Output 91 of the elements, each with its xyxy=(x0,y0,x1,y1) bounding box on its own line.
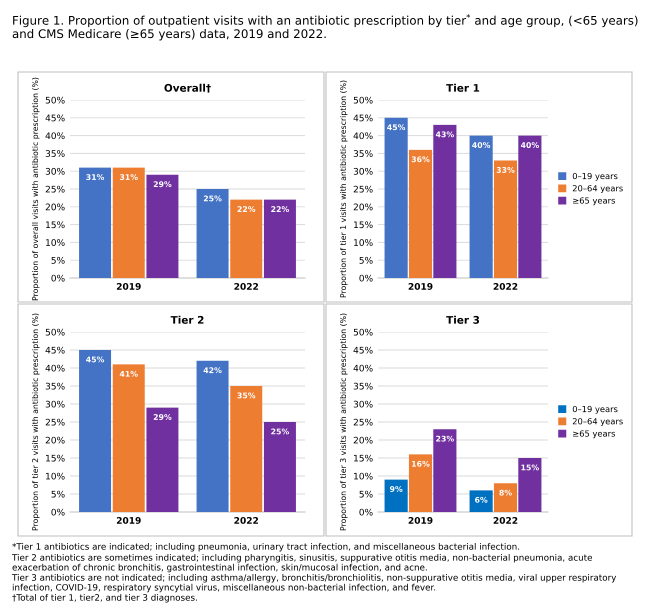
y-tick-label: 0% xyxy=(51,274,65,282)
y-tick-label: 25% xyxy=(354,186,373,193)
y-tick-label: 25% xyxy=(354,418,373,426)
y-tick-label: 35% xyxy=(46,150,65,157)
y-tick-label: 50% xyxy=(354,96,373,104)
x-tick-label: 2019 xyxy=(116,517,141,524)
y-tick-label: 5% xyxy=(52,490,65,498)
y-tick-label: 35% xyxy=(46,382,65,390)
y-tick-label: 10% xyxy=(354,239,373,246)
bar xyxy=(470,490,493,512)
y-tick-label: 50% xyxy=(46,328,65,336)
y-tick-label: 15% xyxy=(46,454,65,462)
x-tick-label: 2022 xyxy=(234,283,258,290)
x-tick-label: 2022 xyxy=(234,517,258,524)
y-tick-label: 15% xyxy=(46,221,65,228)
y-tick-label: 20% xyxy=(46,204,65,210)
y-tick-label: 40% xyxy=(46,364,65,372)
text: Tier 2 antibiotics are sometimes indicated; including pharyngitis, sinusitis, suppurative otitis media, non-bacterial pneumonia, acute exacerbation of chronic bronchitis, gastrointestinal infection, skin/mucosal infection, and acne. xyxy=(12,554,592,572)
bar xyxy=(230,200,262,278)
x-tick-label: 2019 xyxy=(408,283,432,290)
bar xyxy=(433,124,456,278)
y-tick-label: 10% xyxy=(354,472,373,480)
chart-title: Overall† xyxy=(164,84,211,93)
bar xyxy=(230,386,262,512)
y-tick-label: 10% xyxy=(46,472,65,480)
y-tick-label: 45% xyxy=(46,114,65,122)
y-tick-label: 20% xyxy=(354,204,373,210)
bar xyxy=(408,454,432,512)
y-tick-label: 40% xyxy=(354,364,373,372)
y-tick-label: 0% xyxy=(51,508,65,516)
bar xyxy=(408,150,432,278)
y-tick-label: 35% xyxy=(354,382,373,390)
legend-label: ≥65 years xyxy=(573,430,615,438)
y-tick-label: 15% xyxy=(354,454,373,462)
y-tick-label: 0% xyxy=(359,274,373,282)
bar xyxy=(146,174,178,278)
bar xyxy=(433,429,456,512)
y-tick-label: 40% xyxy=(354,132,373,140)
x-tick-label: 2022 xyxy=(494,283,518,290)
y-tick-label: 5% xyxy=(360,256,373,264)
bar xyxy=(196,189,229,278)
y-tick-label: 45% xyxy=(354,346,373,354)
chart-title: Tier 1 xyxy=(446,84,480,92)
y-tick-label: 40% xyxy=(46,132,65,140)
bar xyxy=(518,136,542,278)
text: *Tier 1 antibiotics are indicated; including pneumonia, urinary tract infection, and miscellaneous bacterial infection. xyxy=(12,543,520,552)
y-tick-label: 50% xyxy=(46,96,65,104)
bar xyxy=(146,408,178,512)
x-tick-label: 2022 xyxy=(494,517,518,524)
y-tick-label: 20% xyxy=(46,436,65,444)
bar xyxy=(470,136,493,278)
bar xyxy=(384,118,408,278)
legend-label: ≥65 years xyxy=(573,197,615,206)
y-tick-label: 30% xyxy=(354,168,373,175)
y-tick-label: 50% xyxy=(354,328,373,336)
y-tick-label: 5% xyxy=(360,490,373,498)
bar xyxy=(518,458,542,512)
text: †Total of tier 1, tier2, and tier 3 diagnoses. xyxy=(12,594,197,602)
bar xyxy=(494,483,518,512)
bar xyxy=(79,350,112,512)
y-tick-label: 45% xyxy=(46,346,65,354)
chart-title: Tier 2 xyxy=(170,316,204,324)
bar xyxy=(112,168,145,278)
legend-label: 0–19 years xyxy=(572,406,618,414)
bar xyxy=(494,160,518,278)
y-tick-label: 5% xyxy=(52,256,65,264)
y-tick-label: 0% xyxy=(359,508,373,516)
y-tick-label: 45% xyxy=(354,114,373,122)
bar xyxy=(264,422,296,512)
y-tick-label: 30% xyxy=(46,168,65,175)
y-tick-label: 30% xyxy=(354,400,373,408)
bar xyxy=(384,480,408,512)
text: Figure 1. Proportion of outpatient visits with an antibiotic prescription by tier$^{*}$ and age group, (<65 years) and CMS Medicare (≥65 years) data, 2019 and 2022. xyxy=(12,14,638,40)
y-tick-label: 25% xyxy=(46,186,65,193)
x-tick-label: 2019 xyxy=(116,283,141,290)
legend-label: 20–64 years xyxy=(572,418,623,426)
legend-label: 0–19 years xyxy=(572,172,618,181)
x-tick-label: 2019 xyxy=(408,517,432,524)
legend-label: 20–64 years xyxy=(572,185,623,194)
bar xyxy=(264,200,296,278)
y-tick-label: 15% xyxy=(354,221,373,228)
y-tick-label: 30% xyxy=(46,400,65,408)
bar xyxy=(112,364,145,512)
bar xyxy=(196,360,229,512)
y-tick-label: 35% xyxy=(354,150,373,157)
chart-title: Tier 3 xyxy=(446,316,480,324)
y-tick-label: 25% xyxy=(46,418,65,426)
y-tick-label: 20% xyxy=(354,436,373,444)
y-tick-label: 10% xyxy=(46,239,65,246)
bar xyxy=(79,168,112,278)
text: Tier 3 antibiotics are not indicated; including asthma/allergy, bronchitis/bronchiolitis, non-suppurative otitis media, viral upper respiratory infection, COVID-19, respiratory syncytial virus, miscellaneous non-bacterial infection, and fever. xyxy=(12,574,616,592)
